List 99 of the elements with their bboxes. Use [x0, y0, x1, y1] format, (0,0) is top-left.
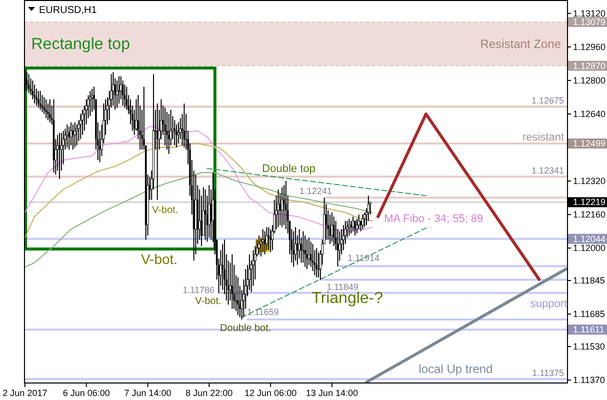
candlestick [237, 276, 239, 316]
candlestick [358, 214, 360, 230]
annotation: Double bot. [220, 322, 272, 334]
candlestick [277, 188, 280, 228]
y-tick-label: 1.12640 [573, 108, 606, 119]
y-tick-label: 1.12219 [573, 197, 606, 208]
band-label: Resistant Zone [480, 36, 562, 51]
y-tick-label: 1.12044 [573, 234, 606, 244]
candlestick [174, 120, 176, 146]
annotation: 1.11786 [182, 285, 215, 295]
candlestick [342, 224, 345, 251]
chart-title: EURUSD,H1 [39, 4, 98, 16]
y-tick-label: 1.12870 [573, 60, 606, 71]
y-tick-label: 1.12000 [573, 243, 606, 254]
y-tick-label: 1.13120 [573, 8, 606, 18]
y-tick-label: 1.11845 [573, 276, 605, 286]
annotation: Double top [262, 163, 316, 175]
annotation: 1.11849 [326, 282, 358, 292]
candlestick [332, 216, 335, 246]
annotation: V-bot. [195, 296, 222, 306]
candlestick [34, 84, 36, 104]
candlestick [266, 226, 268, 251]
candlestick [285, 180, 287, 230]
candlestick [74, 122, 76, 148]
y-tick-label: 1.12960 [573, 42, 606, 52]
candlestick [47, 103, 49, 121]
candlestick [32, 80, 34, 100]
candlestick [316, 248, 318, 278]
candlestick [124, 84, 126, 108]
candlestick [304, 235, 306, 268]
candlestick [79, 113, 82, 140]
candlestick [66, 124, 68, 148]
y-tick-label: 1.11685 [573, 309, 605, 320]
annotation: 1.12241 [299, 186, 332, 196]
y-tick-label: 1.11611 [573, 324, 604, 335]
y-tick-label: 1.12800 [573, 75, 606, 86]
candlestick [176, 124, 178, 148]
candlestick [28, 74, 30, 94]
candlestick [270, 228, 272, 253]
candlestick [45, 98, 47, 119]
candlestick [330, 212, 334, 242]
candlestick [354, 220, 356, 236]
annotation: Triangle-? [312, 290, 384, 306]
candlestick [280, 186, 284, 228]
annotation: V-bot. [152, 204, 178, 216]
x-tick-label: 2 Jun 2017 [2, 388, 48, 398]
candlestick [350, 220, 352, 234]
candlestick [164, 107, 166, 146]
candlestick [68, 126, 70, 150]
ref-line-label: 1.11375 [532, 368, 564, 378]
candlestick [49, 98, 51, 123]
candlestick [268, 226, 270, 251]
candlestick [363, 212, 366, 228]
y-tick-label: 1.11370 [573, 375, 605, 386]
candlestick [112, 72, 114, 106]
annotation: support [530, 298, 568, 310]
candlestick [208, 184, 210, 238]
candlestick [118, 76, 120, 104]
candlestick [292, 230, 294, 268]
ref-line-label: resistant [522, 132, 564, 144]
x-tick-label: 13 Jun 14:00 [306, 388, 358, 398]
x-tick-label: 7 Jun 14:00 [124, 388, 172, 398]
y-tick-label: 1.11530 [573, 342, 605, 352]
candlestick [166, 111, 168, 150]
candlestick [262, 228, 264, 253]
candlestick [177, 122, 180, 144]
candlestick [70, 122, 72, 146]
candlestick [89, 90, 92, 117]
candlestick [43, 96, 46, 114]
candlestick [308, 237, 310, 266]
annotation: Rectangle top [31, 36, 130, 52]
candlestick [76, 124, 78, 146]
candlestick [258, 235, 260, 255]
ref-line-label: 1.12341 [531, 166, 564, 176]
candlestick [362, 214, 364, 230]
candlestick [37, 90, 40, 108]
candlestick [222, 243, 224, 290]
line-series [24, 142, 373, 238]
candlestick [283, 184, 285, 226]
candlestick [367, 195, 370, 222]
candlestick [318, 252, 320, 278]
candlestick [348, 218, 350, 236]
candlestick [36, 88, 38, 106]
annotation: local Up trend [418, 362, 493, 376]
x-tick-label: 8 Jun 22:00 [186, 388, 233, 398]
y-tick-label: 1.12160 [573, 210, 606, 220]
candlestick [356, 218, 358, 234]
candlestick [264, 230, 266, 255]
ref-line-label: 1.12675 [531, 96, 564, 106]
annotation: V-bot. [140, 251, 178, 267]
y-tick-label: 1.12499 [573, 138, 606, 149]
candlestick [72, 124, 74, 150]
y-tick-label: 1.13079 [573, 17, 606, 27]
candlestick [116, 80, 118, 108]
y-tick-label: 1.12320 [573, 176, 606, 186]
x-tick-label: 12 Jun 06:00 [244, 388, 297, 398]
candlestick [352, 216, 354, 232]
annotation: MA Fibo - 34; 55; 89 [384, 213, 484, 225]
x-tick-label: 6 Jun 06:00 [62, 388, 110, 398]
